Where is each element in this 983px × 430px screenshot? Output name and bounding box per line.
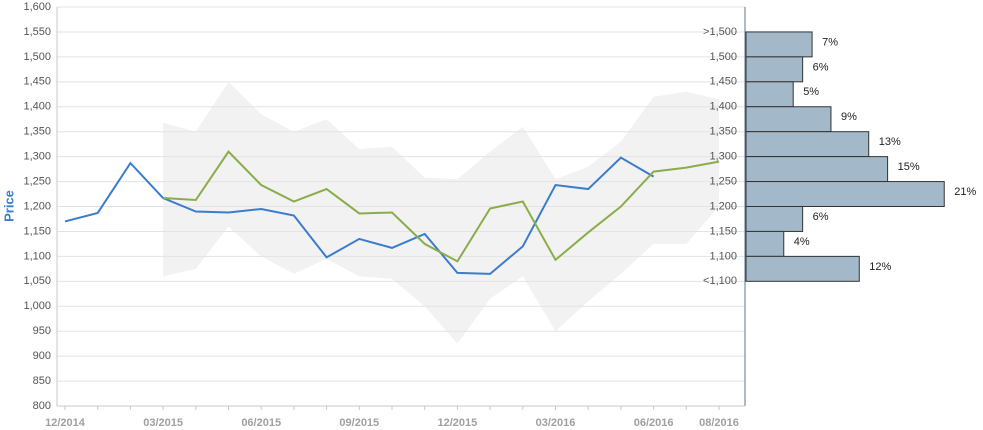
x-tick-label: 03/2016 <box>536 417 576 429</box>
x-tick-label: 08/2016 <box>699 417 739 429</box>
y-tick-label: 1,100 <box>23 250 51 262</box>
y-tick-label: 1,450 <box>23 76 51 88</box>
y-tick-label: 1,200 <box>23 200 51 212</box>
bin-label: 1,500 <box>709 51 737 63</box>
value-label: 5% <box>803 86 819 98</box>
y-tick-label: 1,000 <box>23 300 51 312</box>
x-tick-label: 12/2015 <box>438 417 478 429</box>
value-label: 15% <box>898 161 920 173</box>
value-label: 13% <box>879 136 901 148</box>
hist-bar <box>745 81 794 108</box>
value-label: 9% <box>841 111 857 123</box>
hist-bar <box>745 31 813 58</box>
series-line <box>64 156 655 275</box>
hist-bar <box>745 131 870 158</box>
bin-label: 1,200 <box>709 200 737 212</box>
bin-label: 1,350 <box>709 126 737 138</box>
hist-bar <box>745 255 860 282</box>
value-label: 7% <box>822 36 838 48</box>
bin-label: 1,250 <box>709 175 737 187</box>
y-tick-label: 1,400 <box>23 101 51 113</box>
x-tick-label: 12/2014 <box>45 417 86 429</box>
hist-bar <box>745 181 945 207</box>
x-tick-label: 06/2016 <box>634 417 674 429</box>
x-tick-label: 06/2015 <box>241 417 281 429</box>
hist-bar <box>745 230 785 257</box>
bin-label: 1,450 <box>709 76 737 88</box>
value-label: 6% <box>813 61 829 73</box>
y-tick-label: 900 <box>33 350 51 362</box>
y-tick-label: 1,600 <box>23 1 51 13</box>
value-label: 4% <box>794 236 810 248</box>
hist-bar <box>745 106 832 133</box>
y-tick-label: 1,050 <box>23 275 51 287</box>
hist-bar <box>745 56 804 83</box>
x-tick-label: 09/2015 <box>339 417 379 429</box>
hist-bar <box>745 206 804 232</box>
bin-label: >1,500 <box>703 26 737 38</box>
hist-bar <box>745 156 889 183</box>
y-tick-label: 1,300 <box>23 151 51 163</box>
value-label: 21% <box>954 186 976 198</box>
y-tick-label: 1,500 <box>23 51 51 63</box>
y-tick-label: 800 <box>33 400 51 412</box>
series-line <box>163 150 720 263</box>
value-label: 12% <box>869 261 891 273</box>
y-tick-label: 950 <box>33 325 51 337</box>
y-tick-label: 1,150 <box>23 225 51 237</box>
bin-label: <1,100 <box>703 275 737 287</box>
y-tick-label: 1,350 <box>23 126 51 138</box>
bin-label: 1,400 <box>709 101 737 113</box>
x-tick-label: 03/2015 <box>143 417 183 429</box>
bin-label: 1,150 <box>709 225 737 237</box>
y-tick-label: 1,550 <box>23 26 51 38</box>
y-tick-label: 850 <box>33 375 51 387</box>
range-band <box>163 81 720 344</box>
y-tick-label: 1,250 <box>23 175 51 187</box>
value-label: 6% <box>813 211 829 223</box>
y-axis-label: Price <box>1 190 16 222</box>
bin-label: 1,300 <box>709 151 737 163</box>
bin-label: 1,100 <box>709 250 737 262</box>
